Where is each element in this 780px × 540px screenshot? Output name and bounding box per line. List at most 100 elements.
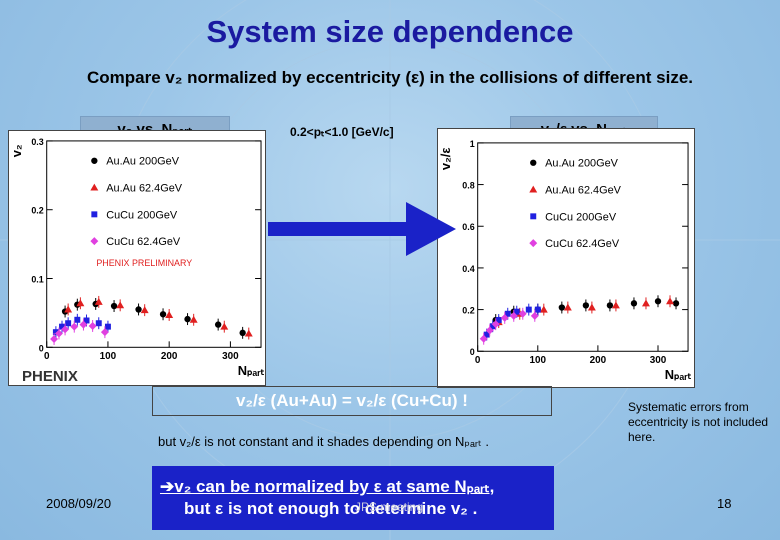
data-point: [110, 302, 118, 310]
legend-entry: Au.Au 200GeV: [106, 156, 179, 168]
legend-entry: Au.Au 62.4GeV: [545, 185, 622, 197]
data-point: [65, 320, 72, 327]
meeting-name: JPS meeting: [355, 500, 424, 514]
data-point: [244, 329, 253, 337]
data-point: [495, 317, 502, 323]
data-point: [558, 304, 566, 311]
data-point: [91, 157, 98, 164]
data-point: [64, 305, 73, 313]
legend-entry: CuCu 62.4GeV: [106, 236, 181, 248]
data-point: [83, 317, 90, 324]
legend-entry: Au.Au 62.4GeV: [106, 183, 183, 195]
data-point: [135, 306, 142, 313]
data-point: [95, 320, 102, 327]
data-point: [529, 185, 538, 193]
data-point: [606, 302, 614, 309]
data-point: [529, 239, 538, 248]
data-point: [534, 306, 541, 313]
x-axis-label: Nₚₐᵣₜ: [665, 367, 692, 382]
data-point: [504, 310, 511, 317]
preliminary-annotation: PHENIX PRELIMINARY: [96, 258, 192, 268]
data-point: [94, 297, 103, 305]
data-point: [530, 159, 537, 166]
conclusion-line-1: ➔v₂ can be normalized by ε at same Nₚₐᵣₜ…: [160, 477, 495, 496]
data-point: [140, 306, 149, 314]
data-point: [672, 300, 680, 307]
x-tick-label: 0: [44, 351, 50, 362]
data-point: [630, 300, 638, 307]
y-tick-label: 0.4: [462, 264, 474, 274]
data-point: [159, 311, 167, 318]
plot-frame: [477, 142, 689, 352]
data-point: [184, 315, 191, 323]
legend-entry: CuCu 62.4GeV: [545, 238, 620, 250]
data-point: [587, 303, 596, 311]
data-point: [79, 320, 88, 329]
x-tick-label: 300: [650, 355, 667, 366]
data-point: [654, 298, 662, 305]
data-point: [74, 316, 81, 323]
data-point: [220, 322, 229, 330]
data-point: [530, 311, 539, 320]
data-point: [61, 325, 70, 334]
x-axis-label: Nₚₐᵣₜ: [238, 363, 265, 378]
data-point: [563, 303, 572, 311]
x-tick-label: 300: [222, 351, 239, 362]
data-point: [666, 297, 674, 305]
data-point: [500, 313, 509, 322]
data-point: [513, 308, 520, 315]
y-tick-label: 1: [470, 139, 475, 149]
slide-date: 2008/09/20: [46, 496, 112, 511]
data-point: [104, 323, 111, 330]
data-point: [611, 301, 620, 309]
data-point: [88, 322, 97, 330]
equation-box: v₂/ε (Au+Au) = v₂/ε (Cu+Cu) !: [152, 386, 552, 416]
data-point: [530, 213, 537, 220]
y-tick-label: 0: [470, 347, 475, 357]
data-point: [50, 335, 59, 344]
legend-entry: CuCu 200GeV: [545, 211, 617, 223]
data-point: [100, 328, 109, 337]
y-tick-label: 0: [39, 343, 44, 353]
systematic-errors-note: Systematic errors from eccentricity is n…: [628, 400, 769, 444]
y-tick-label: 0.1: [31, 274, 43, 284]
x-tick-label: 100: [530, 355, 547, 366]
y-axis-label: v₂: [9, 144, 24, 157]
data-point: [239, 329, 246, 337]
plot-frame: [46, 140, 262, 348]
right-arrow-icon: [268, 202, 456, 256]
y-tick-label: 0.6: [462, 222, 474, 232]
data-point: [165, 310, 174, 318]
data-point: [485, 326, 494, 335]
data-point: [491, 320, 500, 329]
data-point: [479, 334, 488, 343]
y-tick-label: 0.3: [31, 137, 43, 147]
y-tick-label: 0.2: [462, 306, 474, 316]
y-axis-label: v₂/ε: [438, 147, 453, 170]
y-tick-label: 0.8: [462, 181, 474, 191]
legend-entry: Au.Au 200GeV: [545, 158, 618, 170]
data-point: [539, 305, 548, 313]
data-point: [76, 299, 85, 307]
slide-subtitle: Compare v₂ normalized by eccentricity (ε…: [86, 68, 694, 87]
data-point: [116, 301, 125, 309]
data-point: [189, 315, 198, 323]
logo-text: PHENIX: [22, 368, 78, 385]
x-tick-label: 200: [590, 355, 607, 366]
page-number: 18: [717, 496, 732, 511]
data-point: [509, 311, 518, 320]
data-point: [54, 329, 63, 338]
y-tick-label: 0.2: [31, 206, 43, 216]
conclusion-box: ➔v₂ can be normalized by ε at same Nₚₐᵣₜ…: [152, 466, 554, 530]
pt-range-label: 0.2<pₜ<1.0 [GeV/c]: [290, 125, 394, 139]
data-point: [642, 299, 650, 307]
note-text: but v₂/ε is not constant and it shades d…: [158, 434, 490, 449]
data-point: [91, 211, 98, 218]
x-tick-label: 100: [100, 351, 117, 362]
data-point: [518, 309, 527, 318]
data-point: [59, 323, 65, 330]
data-point: [489, 323, 496, 330]
